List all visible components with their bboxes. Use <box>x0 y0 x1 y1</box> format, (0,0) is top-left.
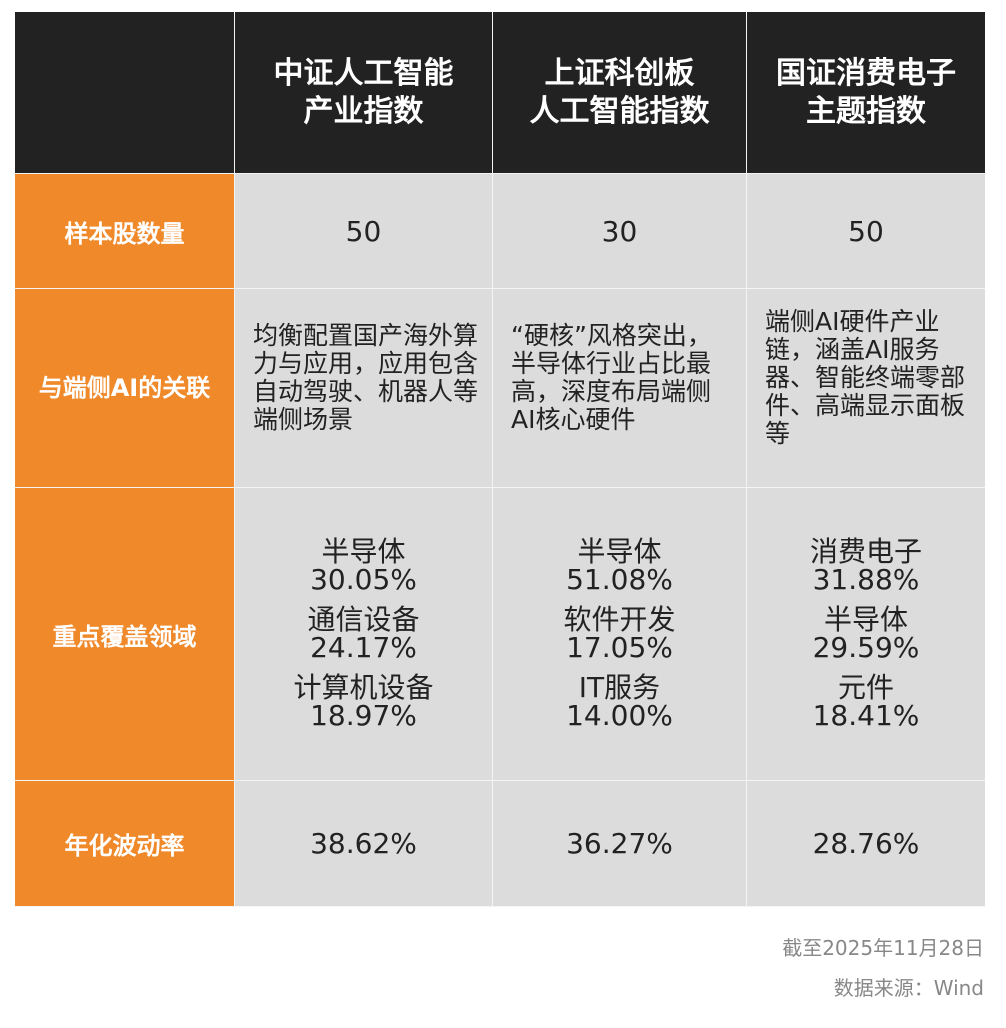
column-header: 上证科创板 人工智能指数 <box>493 12 747 173</box>
sector-share: 18.41% <box>812 699 920 732</box>
row-label: 与端侧AI的关联 <box>15 289 235 487</box>
sector-item: 半导体 51.08% <box>563 538 675 594</box>
sector-item: 计算机设备 18.97% <box>293 674 433 730</box>
value-cell: 28.76% <box>747 781 985 906</box>
sector-cell: 消费电子 31.88% 半导体 29.59% 元件 18.41% <box>747 488 985 780</box>
header-line: 人工智能指数 <box>529 93 710 129</box>
sector-name: 元件 <box>837 671 894 704</box>
sector-list: 半导体 30.05% 通信设备 24.17% 计算机设备 18.97% <box>293 526 433 742</box>
sector-cell: 半导体 51.08% 软件开发 17.05% IT服务 14.00% <box>493 488 747 780</box>
sector-share: 17.05% <box>566 631 673 664</box>
header-text: 中证人工智能 产业指数 <box>274 55 454 131</box>
footer: 截至2025年11月28日 数据来源：Wind <box>782 928 984 1008</box>
sector-item: 半导体 29.59% <box>810 606 922 662</box>
value-cell: 38.62% <box>235 781 493 906</box>
description-cell: “硬核”风格突出，半导体行业占比最高，深度布局端侧AI核心硬件 <box>493 289 747 487</box>
sector-cell: 半导体 30.05% 通信设备 24.17% 计算机设备 18.97% <box>235 488 493 780</box>
sector-share: 14.00% <box>566 699 673 732</box>
sector-list: 消费电子 31.88% 半导体 29.59% 元件 18.41% <box>810 526 922 742</box>
table-row: 重点覆盖领域 半导体 30.05% 通信设备 24.17% 计算机设备 18.97% 半导体 5… <box>15 488 985 781</box>
sector-name: 半导体 <box>321 535 406 568</box>
column-header: 中证人工智能 产业指数 <box>235 12 493 173</box>
table-row: 年化波动率 38.62% 36.27% 28.76% <box>15 781 985 907</box>
sector-name: 半导体 <box>577 535 662 568</box>
sector-share: 18.97% <box>310 699 417 732</box>
sector-item: 元件 18.41% <box>810 674 922 730</box>
sector-name: 通信设备 <box>307 603 420 636</box>
sector-name: 软件开发 <box>563 603 676 636</box>
header-line: 中证人工智能 <box>273 55 454 91</box>
value-cell: 50 <box>747 174 985 288</box>
sector-item: 消费电子 31.88% <box>810 538 922 594</box>
header-text: 上证科创板 人工智能指数 <box>530 55 710 131</box>
header-line: 产业指数 <box>303 93 424 129</box>
sector-name: 计算机设备 <box>293 671 434 704</box>
row-label: 年化波动率 <box>15 781 235 906</box>
header-line: 主题指数 <box>806 93 926 129</box>
sector-list: 半导体 51.08% 软件开发 17.05% IT服务 14.00% <box>563 526 675 742</box>
description-cell: 均衡配置国产海外算力与应用，应用包含自动驾驶、机器人等端侧场景 <box>235 289 493 487</box>
column-header: 国证消费电子 主题指数 <box>747 12 985 173</box>
header-line: 上证科创板 <box>544 55 695 91</box>
source-note: 数据来源：Wind <box>833 976 984 1000</box>
sector-item: 通信设备 24.17% <box>293 606 433 662</box>
description-cell: 端侧AI硬件产业链，涵盖AI服务器、智能终端零部件、高端显示面板等 <box>747 289 985 487</box>
sector-share: 30.05% <box>310 563 417 596</box>
date-note: 截至2025年11月28日 <box>782 936 984 960</box>
corner-cell <box>15 12 235 173</box>
sector-share: 51.08% <box>566 563 673 596</box>
sector-item: 半导体 30.05% <box>293 538 433 594</box>
sector-share: 29.59% <box>812 631 920 664</box>
value-cell: 36.27% <box>493 781 747 906</box>
header-row: 中证人工智能 产业指数 上证科创板 人工智能指数 国证消费电子 主题指数 <box>15 12 985 174</box>
sector-share: 24.17% <box>310 631 417 664</box>
sector-name: 半导体 <box>823 603 908 636</box>
table-row: 样本股数量 50 30 50 <box>15 174 985 289</box>
value-cell: 50 <box>235 174 493 288</box>
row-label: 重点覆盖领域 <box>15 488 235 780</box>
header-line: 国证消费电子 <box>776 55 956 91</box>
sector-name: IT服务 <box>578 671 661 704</box>
header-text: 国证消费电子 主题指数 <box>776 55 956 131</box>
sector-item: 软件开发 17.05% <box>563 606 675 662</box>
sector-item: IT服务 14.00% <box>563 674 675 730</box>
table: 中证人工智能 产业指数 上证科创板 人工智能指数 国证消费电子 主题指数 样本股数量 50 30… <box>15 12 985 907</box>
sector-name: 消费电子 <box>809 535 922 568</box>
table-row: 与端侧AI的关联 均衡配置国产海外算力与应用，应用包含自动驾驶、机器人等端侧场景 “… <box>15 289 985 488</box>
row-label: 样本股数量 <box>15 174 235 288</box>
sector-share: 31.88% <box>812 563 920 596</box>
value-cell: 30 <box>493 174 747 288</box>
